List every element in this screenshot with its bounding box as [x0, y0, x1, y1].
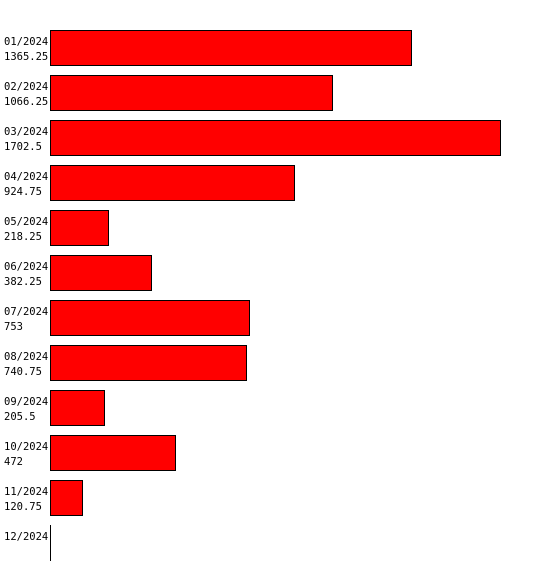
bar-07-2024: [50, 300, 250, 336]
value-label: 924.75: [4, 186, 42, 198]
bar-05-2024: [50, 210, 109, 246]
category-label: 12/2024: [4, 531, 48, 543]
bars: [50, 30, 501, 516]
bar-03-2024: [50, 120, 501, 156]
bar-02-2024: [50, 75, 333, 111]
value-label: 120.75: [4, 501, 42, 513]
bar-01-2024: [50, 30, 412, 66]
category-label: 07/2024: [4, 306, 48, 318]
category-label: 03/2024: [4, 126, 48, 138]
bar-11-2024: [50, 480, 83, 516]
bar-09-2024: [50, 390, 105, 426]
category-label: 04/2024: [4, 171, 48, 183]
category-label: 09/2024: [4, 396, 48, 408]
value-label: 1365.25: [4, 51, 48, 63]
category-label: 08/2024: [4, 351, 48, 363]
category-label: 06/2024: [4, 261, 48, 273]
bar-08-2024: [50, 345, 247, 381]
category-label: 11/2024: [4, 486, 48, 498]
value-label: 740.75: [4, 366, 42, 378]
value-label: 1702.5: [4, 141, 42, 153]
bar-10-2024: [50, 435, 176, 471]
bar-06-2024: [50, 255, 152, 291]
value-label: 753: [4, 321, 23, 333]
value-label: 472: [4, 456, 23, 468]
value-label: 205.5: [4, 411, 36, 423]
bar-04-2024: [50, 165, 295, 201]
value-label: 382.25: [4, 276, 42, 288]
category-label: 01/2024: [4, 36, 48, 48]
category-label: 05/2024: [4, 216, 48, 228]
value-label: 218.25: [4, 231, 42, 243]
category-labels: 01/2024 1365.25 02/2024 1066.25 03/2024 1702.…: [4, 36, 48, 543]
value-label: 1066.25: [4, 96, 48, 108]
category-label: 02/2024: [4, 81, 48, 93]
category-label: 10/2024: [4, 441, 48, 453]
